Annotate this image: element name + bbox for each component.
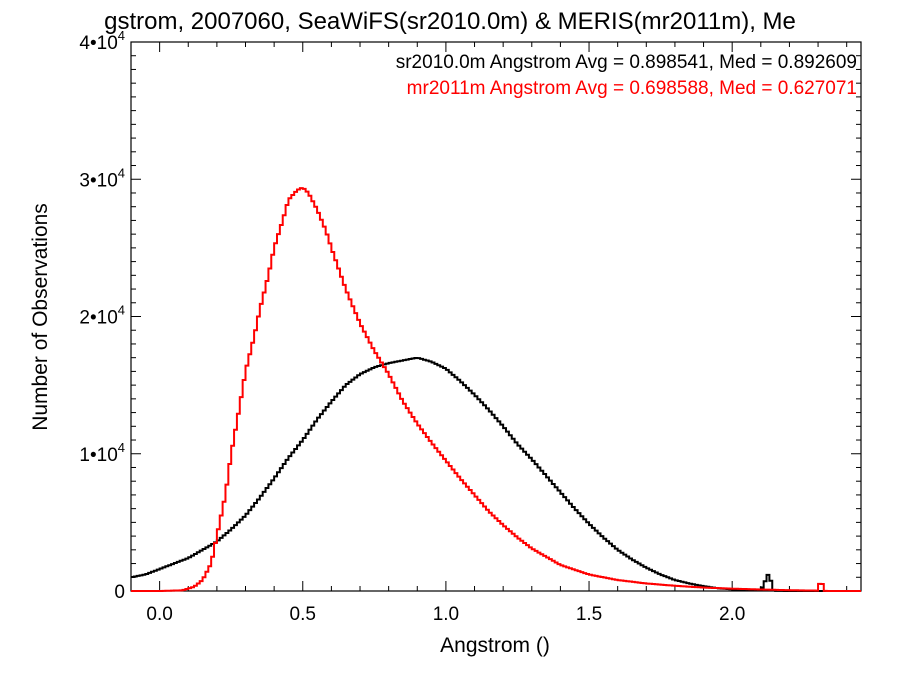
- x-tick-label: 1.5: [576, 604, 602, 625]
- x-tick-label: 0.0: [146, 604, 172, 625]
- y-tick-label: 0: [114, 582, 125, 603]
- y-tick-label: 3•104: [79, 165, 125, 191]
- chart-title: gstrom, 2007060, SeaWiFS(sr2010.0m) & ME…: [104, 8, 796, 35]
- plot-frame: [130, 41, 862, 592]
- x-tick-label: 0.5: [290, 604, 316, 625]
- y-tick-label: 4•104: [79, 28, 125, 54]
- series-line-mr2011: [131, 187, 861, 592]
- x-axis-label: Angstrom (): [440, 634, 550, 657]
- legend-entry-sr2010: sr2010.0m Angstrom Avg = 0.898541, Med =…: [396, 52, 857, 73]
- y-tick-label: 2•104: [79, 303, 125, 329]
- plot-area: 0.0 0.5 1.0 1.5 2.0 0 1•104 2•104 3•104 4•104: [79, 28, 862, 625]
- x-tick-label: 2.0: [719, 604, 745, 625]
- y-axis-label: Number of Observations: [29, 203, 52, 431]
- y-tick-label: 1•104: [79, 440, 125, 466]
- series-line-sr2010: [131, 356, 861, 592]
- x-tick-label: 1.0: [433, 604, 459, 625]
- legend-entry-mr2011: mr2011m Angstrom Avg = 0.698588, Med = 0…: [407, 78, 857, 99]
